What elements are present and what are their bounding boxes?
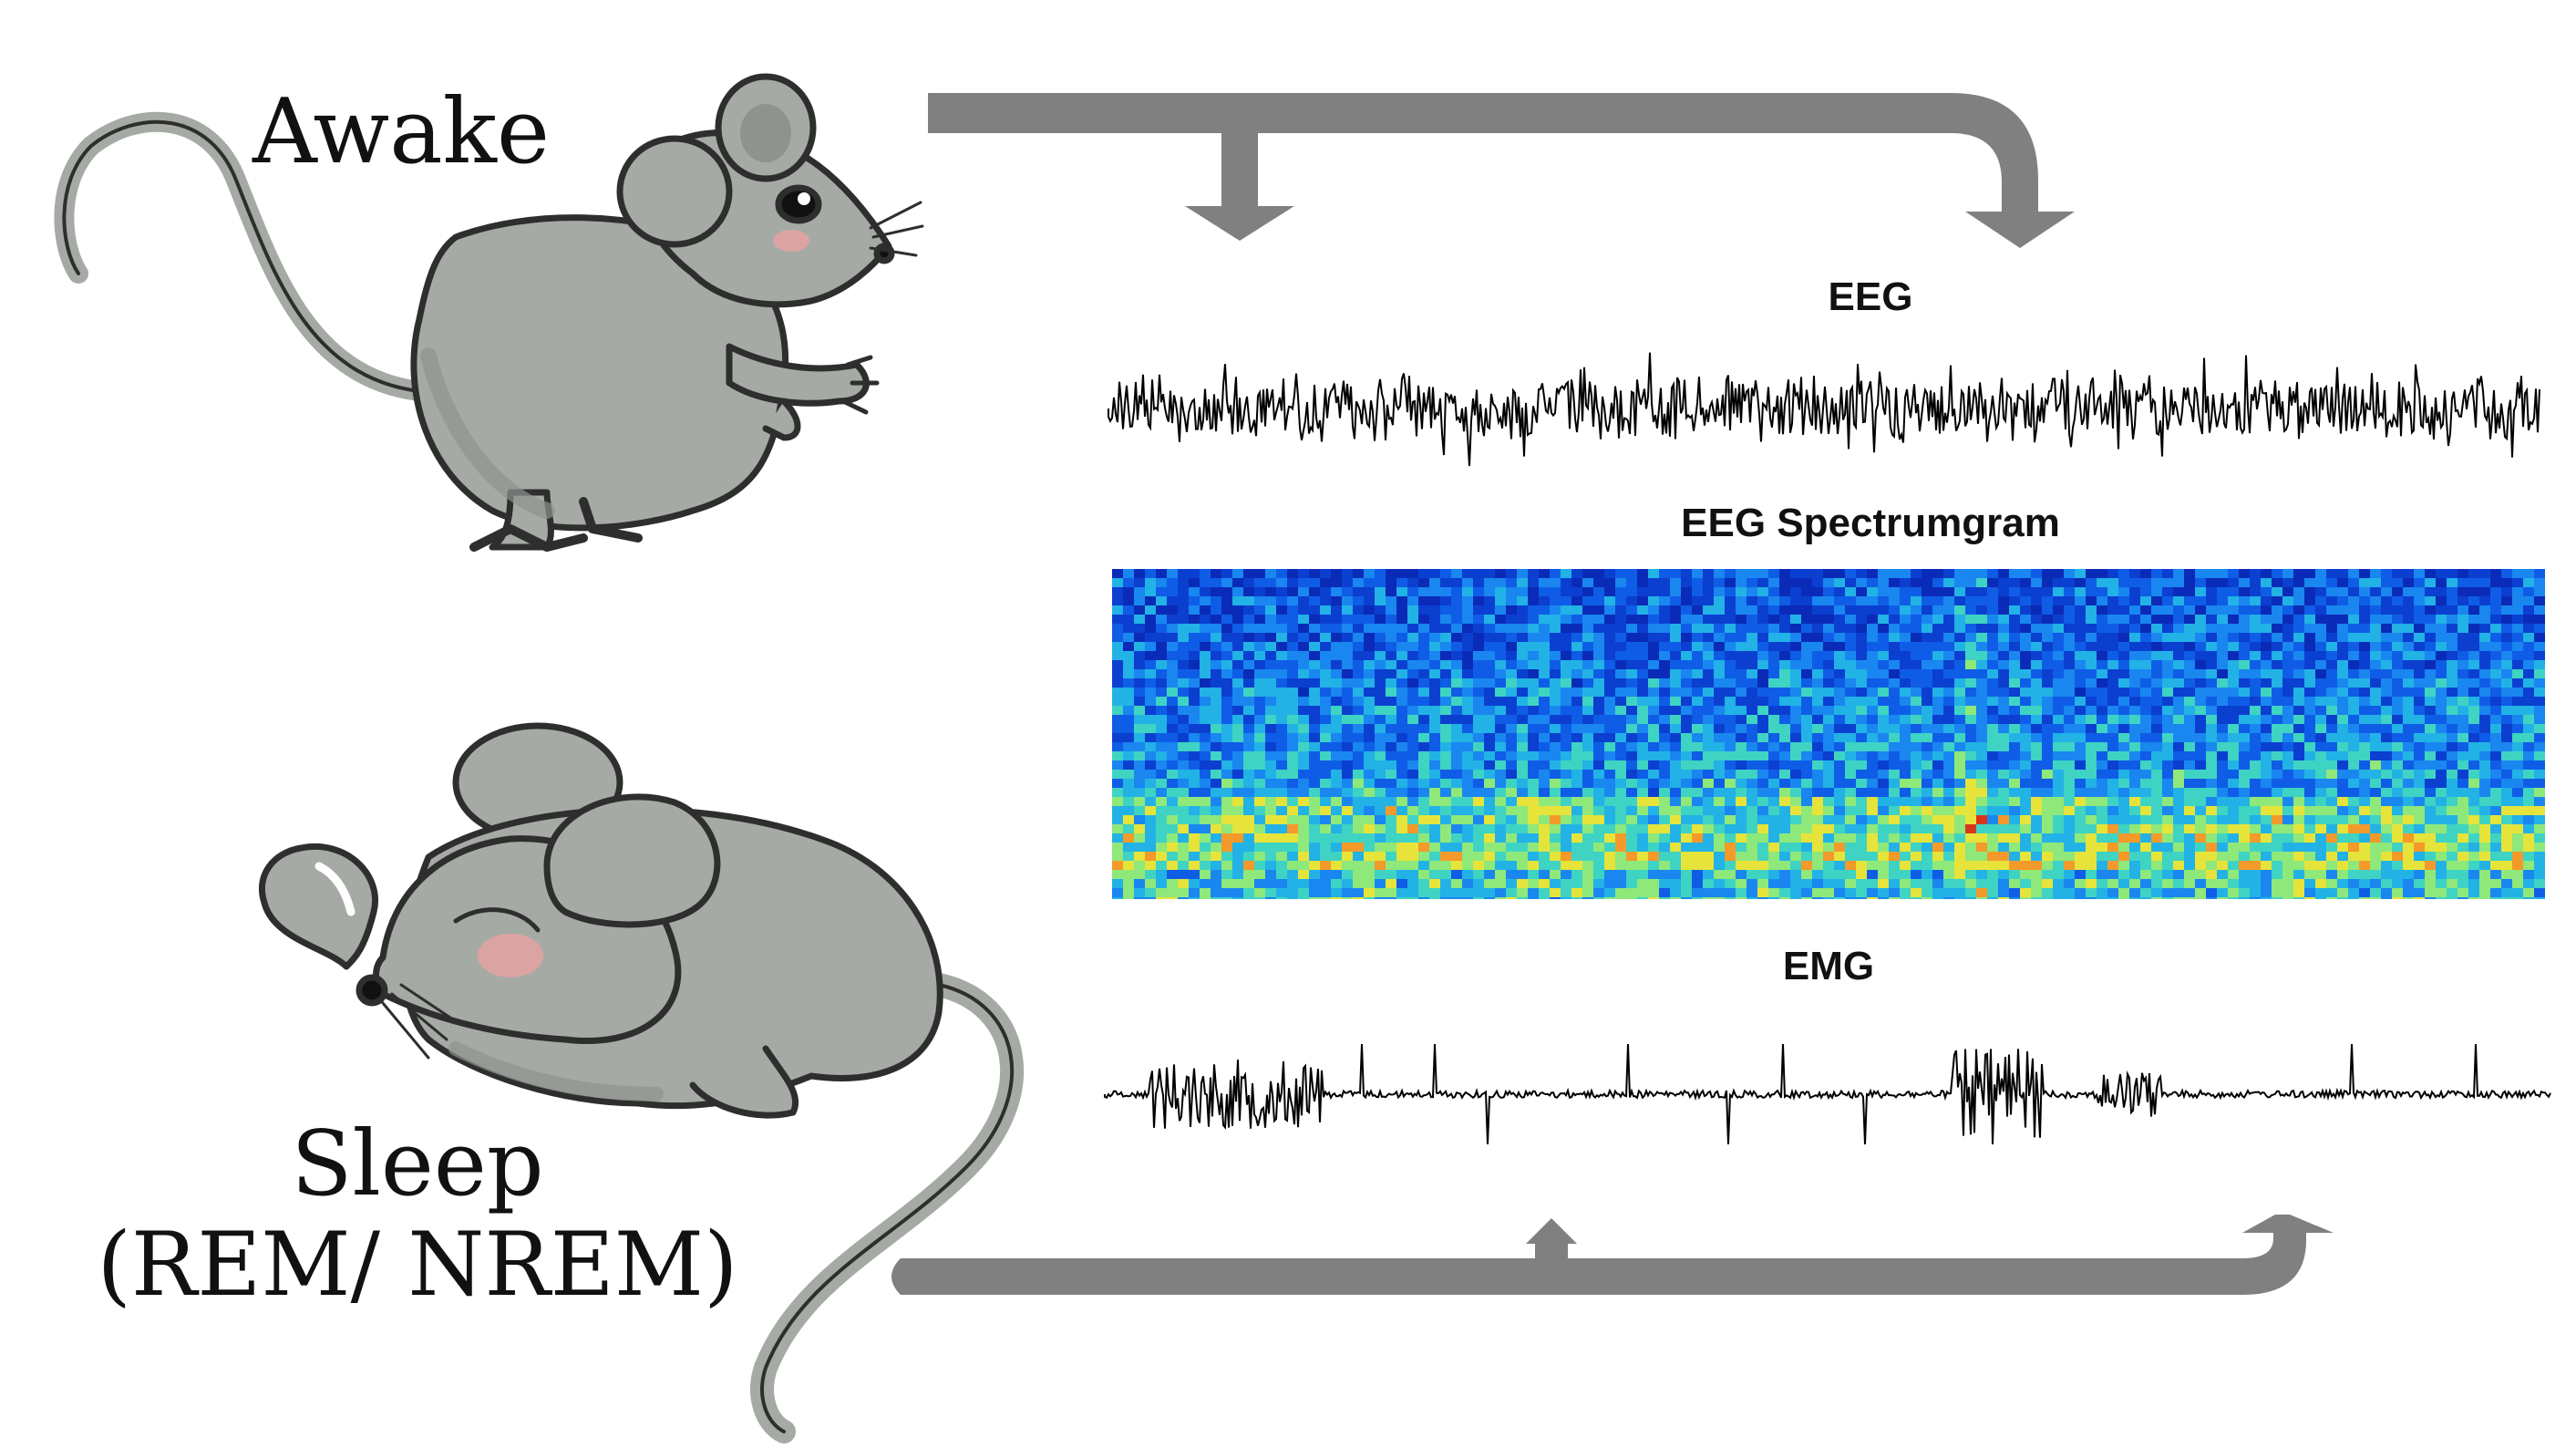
mouse-awake-icon — [54, 73, 924, 552]
eeg-title: EEG — [1829, 274, 1913, 319]
emg-trace — [1104, 1043, 2551, 1145]
awake-label: Awake — [252, 80, 550, 184]
spectrogram-title: EEG Spectrumgram — [1681, 501, 2060, 545]
eeg-spectrogram — [1112, 569, 2545, 899]
arrow-bottom — [891, 1215, 2334, 1295]
sleep-label: Sleep — [291, 1112, 543, 1216]
sleep-stage-label: (REM/ NREM) — [97, 1214, 737, 1316]
eeg-trace — [1108, 352, 2540, 467]
emg-title: EMG — [1783, 944, 1874, 988]
mouse-sleeping-icon — [258, 722, 1025, 1443]
arrow-top — [928, 93, 2075, 248]
